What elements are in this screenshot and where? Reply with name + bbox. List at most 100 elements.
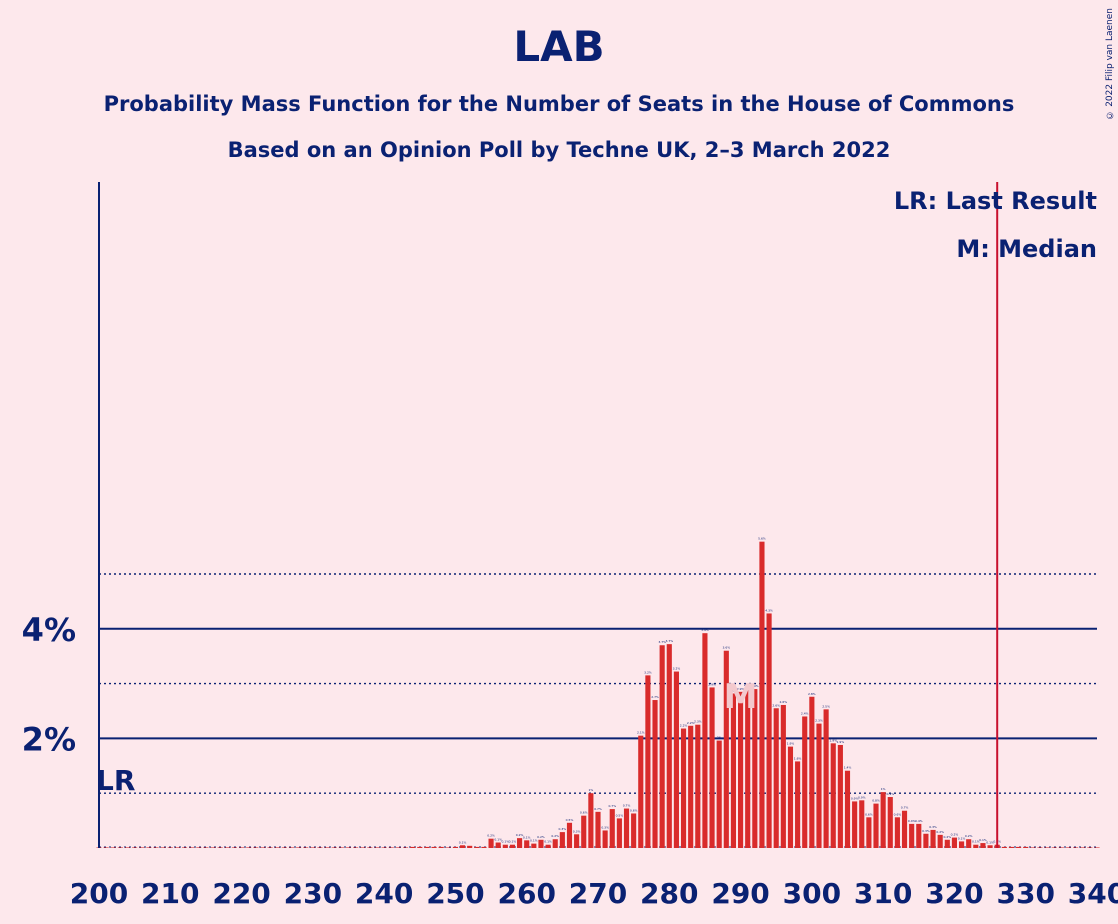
bar-seat-313	[901, 810, 908, 848]
bar-seat-214	[196, 847, 202, 848]
bar-seat-247	[431, 846, 437, 848]
bar-seat-220	[239, 847, 245, 848]
bar-seat-337	[1073, 847, 1079, 848]
bar-seat-339	[1087, 847, 1093, 848]
bar-seat-308	[866, 817, 872, 848]
bar-seat-304	[837, 744, 843, 848]
x-tick-label: 320	[925, 877, 983, 910]
bar-seat-338	[1080, 847, 1086, 848]
bar-value-label: 0.1%	[459, 840, 467, 844]
bar-seat-237	[360, 847, 366, 848]
bar-value-label: 0.2%	[943, 835, 951, 839]
axis-labels: 200 210 220 230 240 250 260 270 280 290 300 310 320 3…	[22, 611, 1118, 910]
bar-seat-332	[1037, 847, 1043, 848]
bar-seat-321	[958, 841, 965, 848]
bar-seat-272	[609, 809, 615, 848]
bar-seat-211	[174, 847, 180, 848]
bar-value-label: 3.9%	[701, 628, 709, 632]
bar-seat-254	[481, 846, 487, 848]
bar-value-label: 2.3%	[815, 719, 823, 723]
bar-seat-231	[317, 847, 323, 848]
bar-value-label: 0.1%	[544, 840, 552, 844]
bar-seat-228	[296, 847, 302, 848]
bar-value-label: 1.9%	[837, 740, 845, 744]
bar-seat-276	[638, 735, 644, 848]
bar-value-label: 1%	[881, 787, 886, 791]
bar-seat-263	[545, 844, 551, 848]
bar-seat-310	[880, 792, 886, 848]
bar-value-label: 0.3%	[573, 829, 581, 833]
bar-seat-266	[566, 822, 573, 848]
bar-seat-225	[274, 847, 280, 848]
bar-seat-283	[688, 725, 694, 848]
bar-seat-204	[124, 847, 131, 848]
bar-seat-239	[374, 847, 380, 848]
bar-seat-212	[181, 847, 188, 848]
bar-seat-238	[367, 847, 373, 848]
bar-value-label: 2%	[717, 736, 722, 740]
bar-value-label: 2.3%	[694, 720, 702, 724]
bar-value-label: 0.3%	[929, 825, 937, 829]
bar-seat-240	[381, 847, 387, 848]
bar-seat-334	[1051, 847, 1057, 848]
bar-value-label: 0.3%	[922, 829, 930, 833]
bar-value-label: 2.9%	[751, 684, 759, 688]
bar-value-label: 2.8%	[808, 692, 816, 696]
x-tick-label: 210	[141, 877, 199, 910]
bar-value-label: 0.1%	[958, 836, 966, 840]
bar-value-label: 0.2%	[936, 830, 944, 834]
bar-value-label: 0.1%	[979, 838, 987, 842]
bar-seat-271	[602, 830, 608, 848]
bar-value-label: 0.1%	[509, 840, 517, 844]
bar-seat-242	[395, 847, 401, 848]
bar-seat-331	[1030, 847, 1036, 848]
bar-seat-217	[217, 847, 223, 848]
bar-seat-232	[324, 847, 330, 848]
bar-value-label: 1.4%	[844, 766, 852, 770]
bar-seat-250	[452, 846, 458, 848]
x-tick-label: 260	[497, 877, 555, 910]
bar-seat-259	[517, 838, 523, 848]
bar-value-label: 2.8%	[730, 688, 738, 692]
bar-seat-219	[231, 847, 238, 848]
bar-seat-335	[1058, 847, 1064, 848]
bar-seat-303	[830, 743, 836, 848]
bar-value-label: 0.2%	[487, 834, 495, 838]
bar-seat-302	[823, 709, 829, 848]
bar-seat-236	[353, 847, 359, 848]
bar-value-label: 0.3%	[601, 825, 609, 829]
bar-seat-244	[410, 846, 416, 848]
bar-seat-202	[110, 847, 116, 848]
bar-seat-201	[103, 847, 109, 848]
bar-value-label: 0.9%	[886, 792, 894, 796]
bar-seat-329	[1016, 846, 1022, 848]
bar-seat-306	[852, 801, 858, 848]
bar-value-label: 0.7%	[901, 806, 909, 810]
bar-seat-273	[616, 818, 622, 848]
bar-seat-243	[402, 847, 409, 848]
bar-seat-208	[153, 847, 159, 848]
bar-value-label: 0.2%	[965, 834, 973, 838]
bar-seat-317	[930, 829, 936, 848]
bar-seat-322	[966, 839, 972, 848]
bar-value-label: 2.7%	[651, 695, 659, 699]
bar-seat-333	[1044, 847, 1050, 848]
bar-value-label: 0.4%	[915, 819, 923, 823]
x-tick-label: 240	[355, 877, 413, 910]
bar-seat-262	[538, 839, 544, 848]
seat-bars: 0.1%0.2%0.1%0.1% 0.1%0.2%0.1%0.1%0.2%0.1%…	[96, 537, 1100, 848]
bar-seat-294	[766, 613, 772, 848]
bar-value-label: 0.1%	[986, 840, 994, 844]
legend-last-result: LR: Last Result	[894, 187, 1097, 215]
x-tick-label: 280	[640, 877, 698, 910]
bar-seat-330	[1023, 846, 1029, 848]
bar-seat-230	[310, 847, 316, 848]
bar-seat-213	[189, 847, 195, 848]
bar-seat-293	[759, 541, 765, 848]
bar-seat-227	[288, 847, 295, 848]
bar-seat-324	[980, 843, 986, 848]
bar-value-label: 0.2%	[516, 833, 524, 837]
median-label: M	[724, 677, 758, 717]
bar-value-label: 2.1%	[637, 731, 645, 735]
